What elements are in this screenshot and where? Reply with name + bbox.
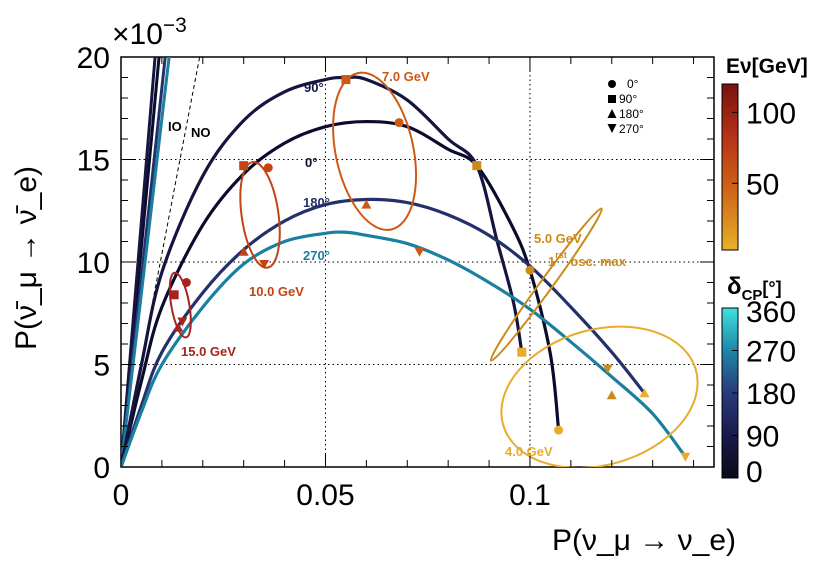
osc-max-annotation: 1rst osc. max	[548, 250, 627, 269]
marker-15-0-gev-270	[177, 317, 188, 327]
marker-5-0-gev-0	[525, 265, 535, 275]
legend-label-180: 180°	[619, 107, 644, 121]
energy-labels: 4.0 GeV 5.0 GeV 7.0 GeV 10.0 GeV 15.0 GeV	[181, 69, 582, 459]
delta-cp-curve-270	[121, 230, 687, 467]
x-axis-title: P(ν_μ → ν_e)	[552, 524, 736, 557]
energy-label-15-0-gev: 15.0 GeV	[181, 344, 236, 359]
x-tick-labels: 0 0.05 0.1	[113, 479, 551, 512]
marker-10-0-gev-0	[263, 163, 273, 173]
axis-ticks	[120, 56, 714, 468]
ellipse-markers	[169, 75, 691, 462]
delta-cp-colorbar-label-180: 180	[746, 378, 796, 411]
curve-label-180: 180°	[303, 195, 330, 210]
energy-colorbar-label-50: 50	[746, 168, 779, 201]
marker-10-0-gev-180	[238, 246, 249, 256]
io-label: IO	[168, 119, 182, 134]
delta-cp-colorbar-label-360: 360	[746, 296, 796, 329]
no-label: NO	[191, 125, 211, 140]
energy-ellipse-15-0-gev	[168, 271, 192, 339]
x-tick-label-0-05: 0.05	[296, 479, 354, 512]
energy-ellipse-7-0-gev	[332, 71, 418, 231]
y-tick-label-10: 10	[77, 247, 110, 280]
curve-label-270: 270°	[303, 248, 330, 263]
marker-5-0-gev-90	[472, 161, 482, 171]
y-tick-label-15: 15	[77, 145, 110, 178]
y-multiplier: ×10−3	[112, 14, 187, 51]
delta-cp-curve-90	[121, 75, 524, 467]
energy-colorbar-title: Eν[GeV]	[726, 55, 808, 78]
legend: 0°90°180°270°	[607, 77, 644, 136]
marker-4-0-gev-270	[680, 452, 691, 462]
x-tick-label-0: 0	[113, 479, 130, 512]
legend-marker-0	[608, 80, 616, 88]
curve-label-0: 0°	[305, 155, 317, 170]
marker-4-0-gev-180	[639, 388, 650, 398]
legend-label-90: 90°	[619, 92, 637, 106]
delta-cp-colorbar-label-0: 0	[746, 456, 763, 489]
curve-label-90: 90°	[304, 80, 324, 95]
legend-marker-180	[607, 109, 617, 118]
energy-colorbar-label-100: 100	[746, 97, 796, 130]
marker-5-0-gev-180	[606, 390, 617, 400]
energy-label-4-0-gev: 4.0 GeV	[505, 444, 553, 459]
ordering-lines	[121, 57, 201, 467]
steep-curve-1	[121, 57, 157, 467]
energy-ellipses	[168, 71, 699, 467]
marker-10-0-gev-90	[239, 161, 249, 171]
y-axis-title: P(ν̄_μ → ν̄_e)	[10, 166, 43, 350]
y-tick-labels: 0 5 10 15 20	[77, 42, 110, 485]
y-tick-label-5: 5	[93, 350, 110, 383]
energy-label-5-0-gev: 5.0 GeV	[534, 231, 582, 246]
energy-colorbar: Eν[GeV] 100 50	[721, 55, 808, 251]
energy-colorbar-gradient	[721, 83, 739, 251]
energy-ellipse-4-0-gev	[500, 325, 699, 467]
delta-cp-curves	[121, 75, 687, 467]
x-tick-label-0-1: 0.1	[509, 479, 551, 512]
energy-ellipse-10-0-gev	[239, 161, 281, 269]
legend-marker-270	[607, 124, 617, 133]
energy-ellipse-5-0-gev	[489, 207, 603, 362]
energy-label-10-0-gev: 10.0 GeV	[249, 284, 304, 299]
y-tick-label-0: 0	[93, 452, 110, 485]
marker-15-0-gev-180	[173, 322, 184, 332]
marker-7-0-gev-90	[341, 75, 351, 85]
marker-10-0-gev-270	[259, 260, 270, 270]
energy-label-7-0-gev: 7.0 GeV	[382, 69, 430, 84]
delta-cp-colorbar-label-270: 270	[746, 336, 796, 369]
legend-label-270: 270°	[619, 122, 644, 136]
marker-7-0-gev-270	[414, 247, 425, 257]
marker-7-0-gev-180	[361, 199, 372, 209]
delta-cp-colorbar-label-90: 90	[746, 421, 779, 454]
marker-7-0-gev-0	[394, 118, 404, 128]
marker-15-0-gev-0	[181, 278, 191, 287]
marker-5-0-gev-270	[602, 364, 613, 374]
legend-marker-90	[608, 95, 616, 103]
delta-cp-curve-180	[121, 197, 646, 467]
steep-curve-3	[121, 57, 171, 467]
curve-labels: 0° 90° 180° 270°	[303, 80, 330, 263]
marker-4-0-gev-0	[554, 425, 564, 435]
y-tick-label-20: 20	[77, 42, 110, 75]
delta-cp-colorbar-title: δCP[°]	[727, 273, 782, 304]
legend-label-0: 0°	[627, 77, 639, 91]
marker-15-0-gev-90	[169, 290, 179, 300]
marker-4-0-gev-90	[517, 347, 527, 357]
delta-cp-colorbar: δCP[°]360 270 180 900	[721, 273, 796, 489]
